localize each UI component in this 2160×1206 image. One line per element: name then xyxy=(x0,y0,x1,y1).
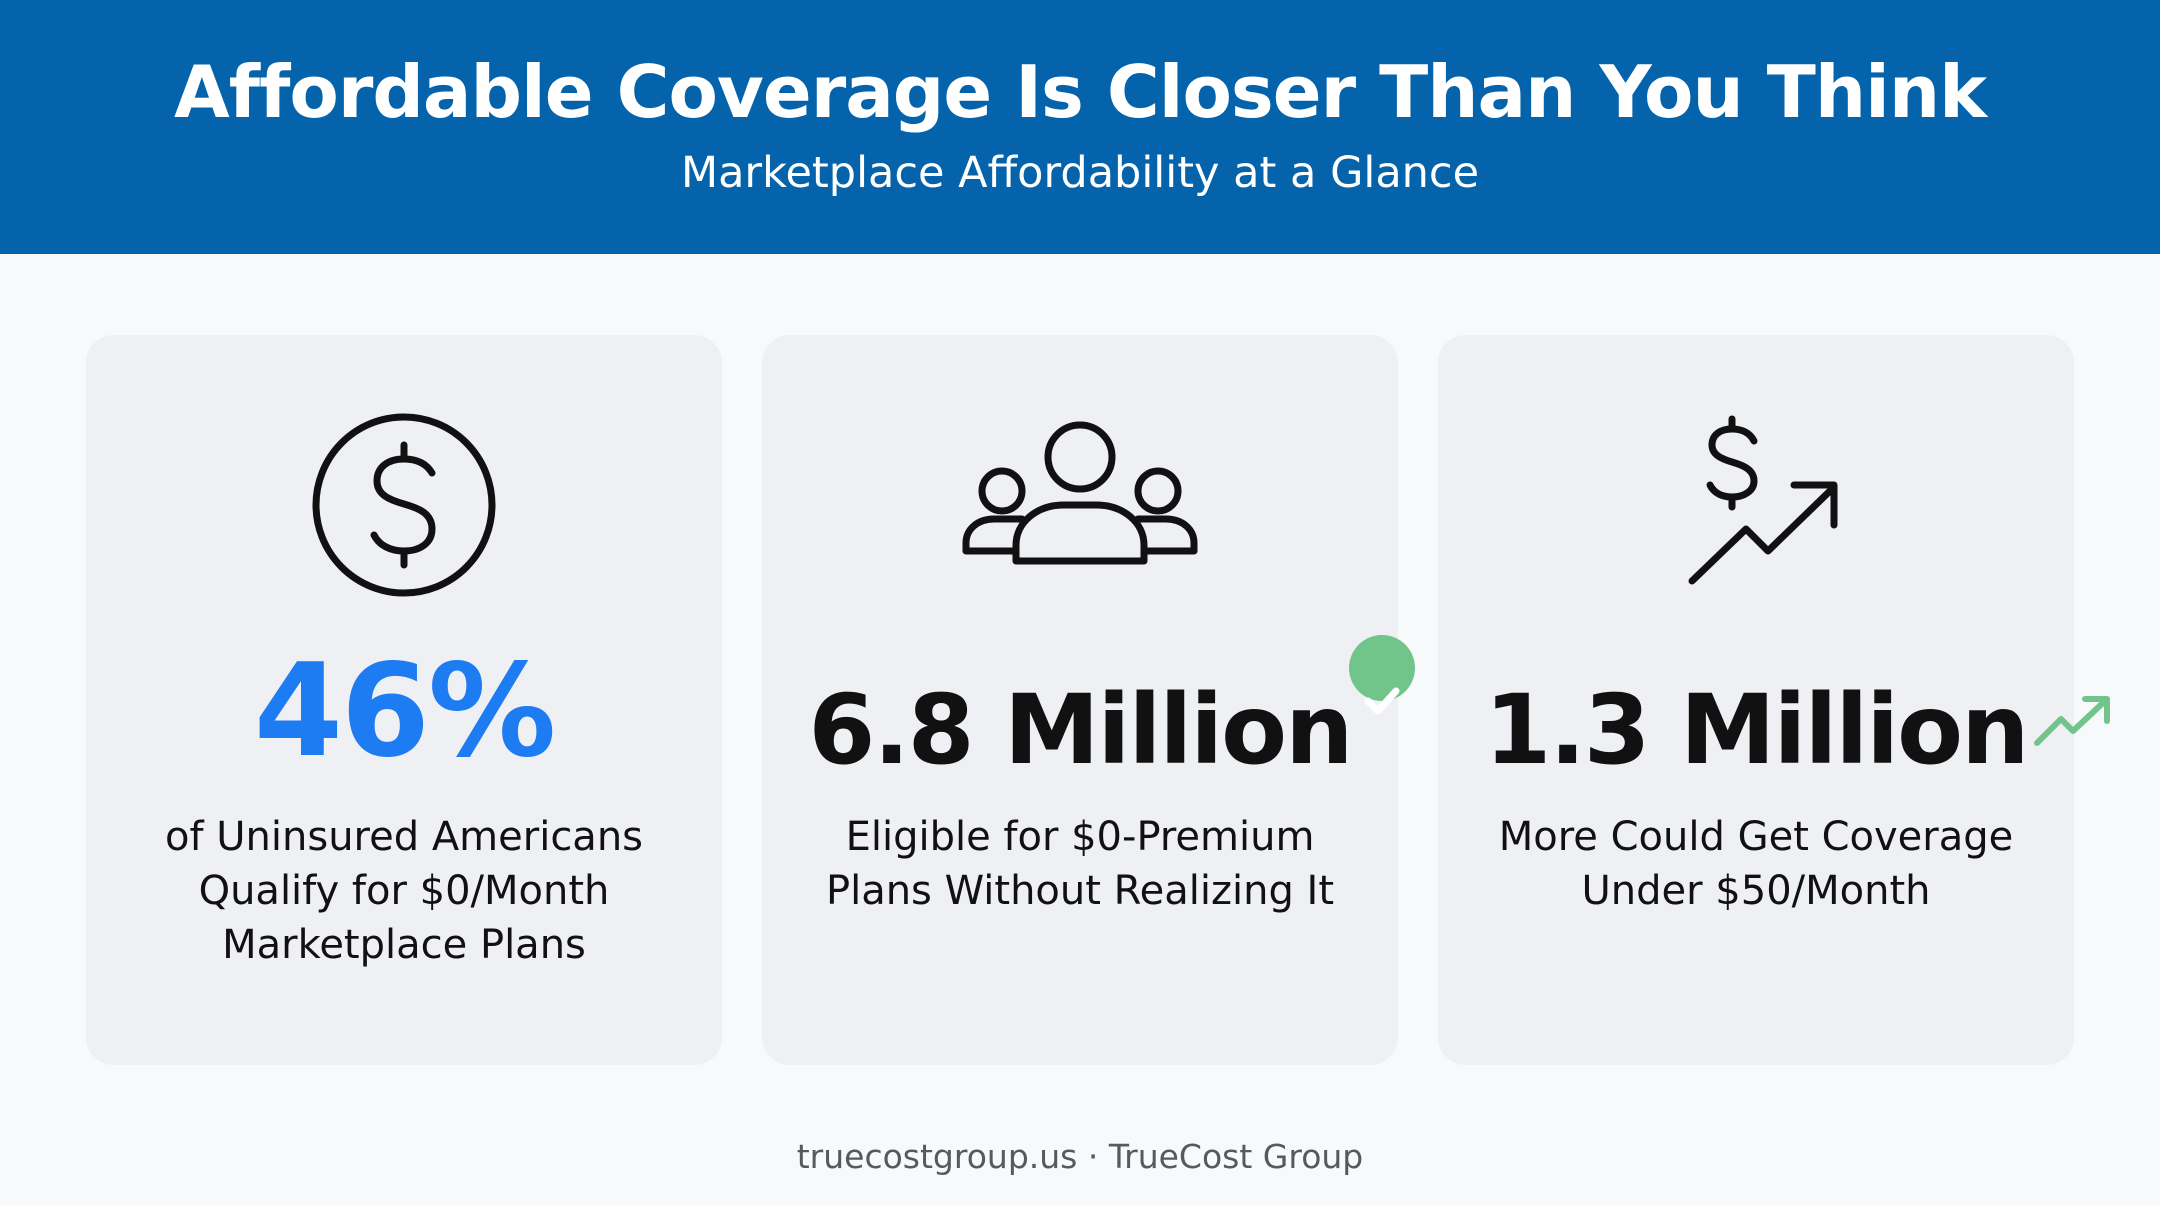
stat-value-wrapper: 6.8 Million xyxy=(762,635,1416,795)
page-title: Affordable Coverage Is Closer Than You T… xyxy=(174,50,1987,134)
stat-description: More Could Get Coverage Under $50/Month xyxy=(1468,810,2044,918)
description-line: Eligible for $0-Premium xyxy=(845,814,1315,860)
description-line: Marketplace Plans xyxy=(222,922,586,968)
page-subtitle: Marketplace Affordability at a Glance xyxy=(680,148,1480,198)
dollar-trend-up-icon xyxy=(1438,405,2074,605)
stat-card-under-50: 1.3 Million More Could Get Coverage Unde… xyxy=(1438,335,2111,1065)
description-line: Plans Without Realizing It xyxy=(825,868,1335,914)
dollar-circle-icon xyxy=(86,405,722,605)
check-circle-icon xyxy=(1349,635,1416,715)
header-banner: Affordable Coverage Is Closer Than You T… xyxy=(0,0,2160,254)
stat-value: 6.8 Million xyxy=(808,674,1354,786)
stat-value-group: 1.3 Million xyxy=(1484,665,2111,795)
stat-card-zero-premium: 6.8 Million Eligible for $0-Premium Plan… xyxy=(762,335,1416,1065)
stat-value: 46% xyxy=(253,637,556,786)
description-line: More Could Get Coverage xyxy=(1498,814,2014,860)
people-group-icon xyxy=(762,405,1398,605)
stat-value-group: 6.8 Million xyxy=(808,635,1416,795)
stat-description: of Uninsured Americans Qualify for $0/Mo… xyxy=(116,810,692,972)
description-line: Qualify for $0/Month xyxy=(198,868,610,914)
stat-card-uninsured: 46% of Uninsured Americans Qualify for $… xyxy=(86,335,722,1065)
footer-credit: truecostgroup.us · TrueCost Group xyxy=(796,1137,1364,1176)
stat-value: 1.3 Million xyxy=(1484,674,2030,786)
stat-description: Eligible for $0-Premium Plans Without Re… xyxy=(792,810,1368,918)
description-line: Under $50/Month xyxy=(1581,868,1931,914)
trend-up-icon xyxy=(2033,651,2113,781)
description-line: of Uninsured Americans xyxy=(164,814,644,860)
stat-value-wrapper: 1.3 Million xyxy=(1438,665,2111,795)
